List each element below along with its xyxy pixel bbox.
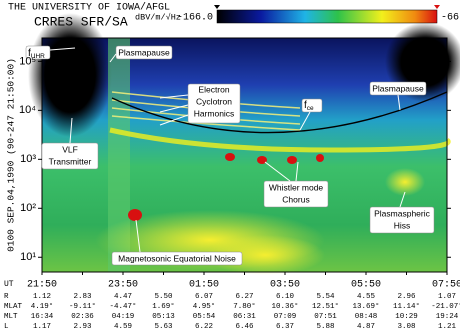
ephemeris-value: 04:19 xyxy=(112,313,135,321)
colorbar-tick-label: -66.0 xyxy=(441,13,460,24)
ephemeris-value: -4.47° xyxy=(109,302,136,311)
ephemeris-value: 06:31 xyxy=(233,313,256,321)
annotation: VLF xyxy=(62,144,78,154)
ephemeris-value: 4.95° xyxy=(193,302,216,311)
ephemeris-value: 10:29 xyxy=(395,313,418,321)
ephemeris-value: 11.14° xyxy=(393,302,420,311)
y-tick-label: 10² xyxy=(20,202,36,214)
ephemeris-value: 05:13 xyxy=(152,313,175,321)
ephemeris-value: 1.12 xyxy=(33,293,51,301)
annotation-subscript: ce xyxy=(307,105,314,112)
annotation: Hiss xyxy=(394,220,411,230)
annotation: Magnetosonic Equatorial Noise xyxy=(118,253,236,263)
ephemeris-value: 6.46 xyxy=(235,323,254,329)
ephemeris-value: 2.83 xyxy=(73,293,92,301)
ephemeris-value: 12.51° xyxy=(312,302,339,311)
colorbar-tick xyxy=(434,5,440,9)
ephemeris-value: -9.11° xyxy=(69,302,96,311)
annotation: Transmitter xyxy=(49,156,92,166)
annotation: Harmonics xyxy=(194,108,235,118)
ephemeris-value: 1.21 xyxy=(438,323,457,329)
ephemeris-value: 19:24 xyxy=(436,313,459,321)
ephemeris-value: 5.50 xyxy=(154,293,173,301)
x-tick-label: 07:50 xyxy=(432,280,460,291)
ephemeris-value: 1.17 xyxy=(33,323,51,329)
ephemeris-label: R xyxy=(4,293,9,301)
colorbar-tick-label: -166.0 xyxy=(177,13,213,24)
ephemeris-label: MLAT xyxy=(4,303,23,311)
colorbar xyxy=(217,10,437,23)
ephemeris-value: 5.63 xyxy=(154,323,173,329)
annotation: Whistler mode xyxy=(269,182,324,192)
ephemeris-value: 16:34 xyxy=(31,313,54,321)
colorbar-unit: dBV/m/√Hz xyxy=(135,12,181,22)
annotation: Plasmapause xyxy=(118,47,170,57)
ephemeris-value: 6.37 xyxy=(276,323,294,329)
annotation: Cyclotron xyxy=(196,96,232,106)
annotation: Plasmapause xyxy=(372,83,424,93)
ephemeris-value: 6.10 xyxy=(276,293,295,301)
annotation: Chorus xyxy=(282,194,309,204)
x-tick-label: 23:50 xyxy=(108,280,138,291)
ephemeris-value: 4.19° xyxy=(31,302,54,311)
ephemeris-value: 4.47 xyxy=(114,293,132,301)
ephemeris-value: 2.96 xyxy=(397,293,416,301)
chart: THE UNIVERSITY OF IOWA/AFGL CRRES SFR/SA… xyxy=(0,0,460,329)
ephemeris-value: 07:09 xyxy=(274,313,297,321)
y-tick-label: 10⁴ xyxy=(19,104,36,116)
ephemeris-value: 4.59 xyxy=(114,323,132,329)
annotation-subscript: UHR xyxy=(31,53,45,60)
ephemeris-label: MLT xyxy=(4,313,18,321)
ephemeris-value: 2.93 xyxy=(73,323,92,329)
colorbar-tick xyxy=(214,5,220,9)
ephemeris-value: 07:51 xyxy=(314,313,337,321)
ephemeris-label: L xyxy=(4,323,9,329)
ephemeris-value: 4.87 xyxy=(357,323,375,329)
ephemeris-value: 6.27 xyxy=(235,293,253,301)
y-tick-label: 10³ xyxy=(20,153,36,165)
ephemeris-value: 10.36° xyxy=(271,302,298,311)
ephemeris-value: 6.07 xyxy=(195,293,213,301)
ephemeris-value: 7.80° xyxy=(233,302,256,311)
x-tick-label: 21:50 xyxy=(27,280,57,291)
ephemeris-value: 05:54 xyxy=(193,313,216,321)
side-label: 0100 SEP.04,1990 (90-247 21:50:00) xyxy=(6,58,17,252)
ephemeris-value: 5.88 xyxy=(316,323,334,329)
x-axis-label: UT xyxy=(4,280,14,289)
ephemeris-value: 3.08 xyxy=(397,323,415,329)
ephemeris-value: 08:48 xyxy=(355,313,378,321)
x-tick-label: 05:50 xyxy=(351,280,381,291)
ephemeris-value: 13.69° xyxy=(352,302,379,311)
ephemeris-value: 4.55 xyxy=(357,293,376,301)
annotation: Electron xyxy=(198,84,229,94)
x-tick-label: 01:50 xyxy=(189,280,219,291)
ephemeris-value: -21.07° xyxy=(431,302,460,311)
ephemeris-value: 1.07 xyxy=(438,293,456,301)
ephemeris-value: 6.22 xyxy=(195,323,213,329)
x-tick-label: 03:50 xyxy=(270,280,300,291)
annotation: Plasmaspheric xyxy=(374,208,430,218)
y-tick-label: 10¹ xyxy=(20,251,36,263)
ephemeris-value: 02:36 xyxy=(71,313,94,321)
ephemeris-value: 1.69° xyxy=(152,302,175,311)
ephemeris-value: 5.54 xyxy=(316,293,335,301)
